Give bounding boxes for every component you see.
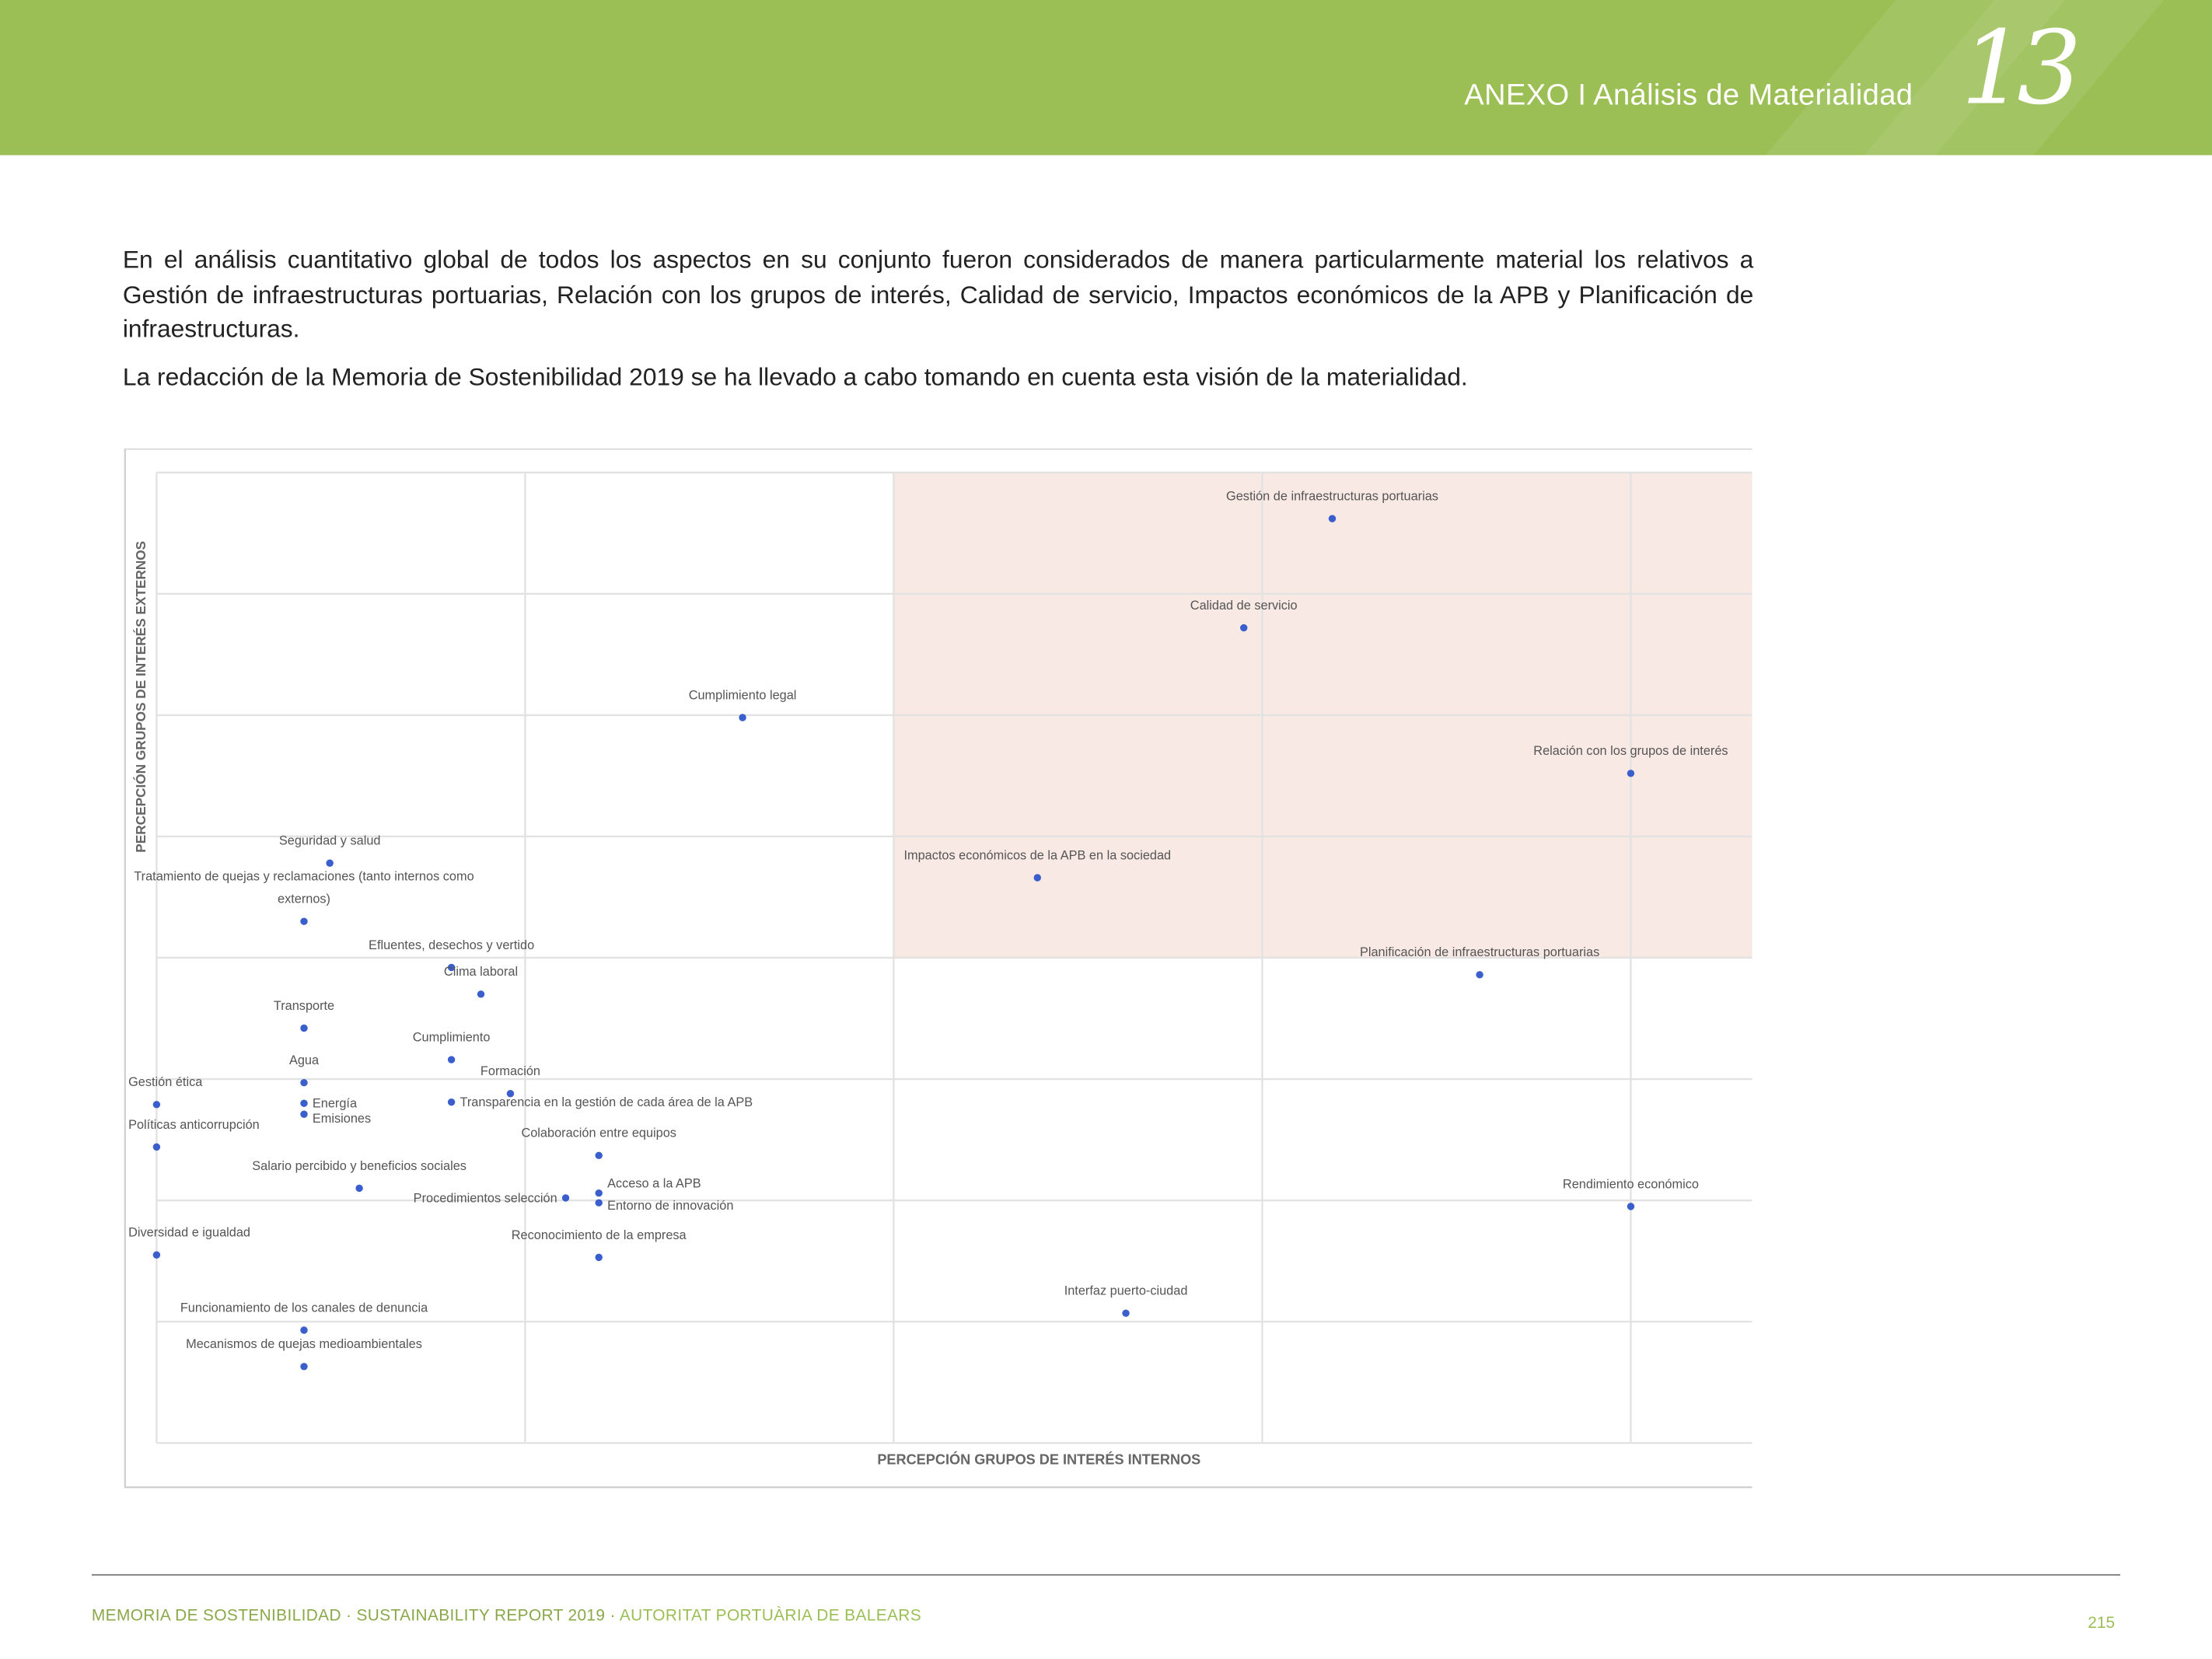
data-point [1476,971,1483,979]
data-label: Gestión ética [128,1075,203,1089]
data-point [1328,515,1337,522]
data-label: Diversidad e igualdad [128,1226,250,1240]
data-point [595,1199,603,1207]
data-label: Cumplimiento [413,1030,491,1044]
data-point [152,1101,161,1109]
data-point [300,917,308,925]
data-label: Agua [289,1053,320,1067]
data-point [447,1098,456,1106]
data-label: Tratamiento de quejas y reclamaciones (t… [134,870,474,906]
chart-frame [124,448,1752,1489]
data-label: Salario percibido y beneficios sociales [252,1159,467,1173]
data-label: Gestión de infraestructuras portuarias [1226,490,1438,504]
data-point [506,1090,515,1098]
data-point [152,1143,161,1151]
data-label: Emisiones [313,1112,371,1126]
header-band: ANEXO I Análisis de Materialidad 13 [0,0,2212,155]
body-text: En el análisis cuantitativo global de to… [123,243,1753,406]
paragraph: La redacción de la Memoria de Sostenibil… [122,361,1468,390]
data-label: Transparencia en la gestión de cada área… [460,1095,753,1109]
data-point [595,1151,603,1160]
data-label: Interfaz puerto-ciudad [1064,1284,1188,1298]
data-point [561,1194,570,1202]
data-point [1240,623,1248,632]
data-label: Clima laboral [444,965,518,979]
data-point [300,1024,308,1032]
data-point [300,1326,308,1334]
data-point [152,1251,161,1259]
data-point [1122,1309,1130,1317]
data-label: Acceso a la APB [607,1176,701,1190]
data-point [447,1056,456,1064]
section-title: ANEXO I Análisis de Materialidad [1464,79,1913,112]
data-point [595,1253,603,1262]
data-point [300,1078,308,1087]
data-label: Calidad de servicio [1190,599,1298,613]
data-label: Reconocimiento de la empresa [512,1228,687,1242]
data-point [477,990,485,998]
x-axis-label: PERCEPCIÓN GRUPOS DE INTERÉS INTERNOS [877,1451,1200,1467]
data-label: Cumplimiento legal [689,688,797,702]
footer-report: MEMORIA DE SOSTENIBILIDAD · SUSTAINABILI… [91,1608,620,1626]
data-label: Formación [480,1064,540,1078]
data-label: Entorno de innovación [607,1199,733,1213]
materiality-chart: PERCEPCIÓN GRUPOS DE INTERÉS INTERNOS PER… [124,448,1752,1489]
paragraph: En el análisis cuantitativo global de to… [122,245,1754,343]
data-label: Impactos económicos de la APB en la soci… [903,848,1171,862]
data-point [447,963,456,972]
data-point [595,1189,603,1197]
data-label: Seguridad y salud [279,834,381,848]
data-label: Transporte [274,999,334,1013]
data-label: Energía [313,1097,358,1111]
data-label: Rendimiento económico [1563,1177,1699,1191]
data-point [1627,770,1635,777]
data-point [300,1099,308,1107]
data-point [300,1110,308,1118]
footer-divider [91,1573,2121,1576]
data-label: Colaboración entre equipos [521,1126,676,1140]
footer: MEMORIA DE SOSTENIBILIDAD · SUSTAINABILI… [92,1608,921,1625]
data-point [1033,874,1042,882]
data-point [355,1184,363,1193]
data-label: Políticas anticorrupción [128,1118,260,1132]
y-axis-label: PERCEPCIÓN GRUPOS DE INTERÉS EXTERNOS [133,541,149,853]
data-point [1627,1203,1635,1210]
data-label: Procedimientos selección [414,1191,557,1205]
data-point [300,1363,308,1371]
data-label: Funcionamiento de los canales de denunci… [180,1301,428,1315]
data-point [739,714,746,721]
data-label: Planificación de infraestructuras portua… [1360,945,1599,959]
data-label: Mecanismos de quejas medioambientales [186,1337,422,1351]
data-label: Relación con los grupos de interés [1533,744,1728,758]
data-point [326,859,334,867]
chapter-number: 13 [1961,8,2081,127]
data-label: Efluentes, desechos y vertido [369,938,534,952]
page-number: 215 [2088,1615,2116,1633]
footer-authority: AUTORITAT PORTUÀRIA DE BALEARS [619,1608,921,1626]
